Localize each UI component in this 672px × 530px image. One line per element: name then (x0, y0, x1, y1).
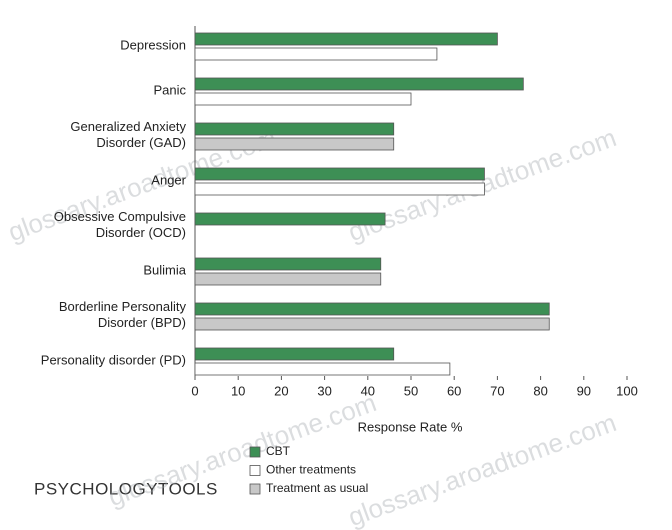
y-tick-label: Obsessive Compulsive Disorder (OCD) (54, 209, 186, 240)
x-tick-label: 30 (317, 383, 331, 398)
x-tick-label: 0 (191, 383, 198, 398)
legend-label: Treatment as usual (266, 481, 368, 495)
legend-label: Other treatments (266, 463, 356, 477)
bar (194, 362, 451, 376)
y-tick-label: Personality disorder (PD) (41, 352, 186, 367)
y-tick-label: Bulimia (143, 262, 186, 277)
legend: CBT Other treatments Treatment as usual (249, 444, 368, 495)
x-tick-label: 100 (616, 383, 638, 398)
bar (194, 257, 382, 271)
bar (194, 182, 485, 196)
bar (194, 212, 386, 226)
x-axis-label: Response Rate % (358, 419, 463, 434)
x-tick-label: 80 (533, 383, 547, 398)
bar (194, 317, 550, 331)
bar (194, 77, 524, 91)
bar (194, 137, 395, 151)
bar (194, 167, 485, 181)
bar (194, 272, 382, 286)
y-tick-label: Panic (153, 82, 186, 97)
y-tick-label: Anger (151, 172, 186, 187)
bar (194, 122, 395, 136)
x-tick-label: 60 (447, 383, 461, 398)
x-tick-label: 10 (231, 383, 245, 398)
bar (194, 47, 438, 61)
bar (194, 302, 550, 316)
logo: PSYCHOLOGYTOOLS (34, 479, 218, 498)
x-tick-label: 20 (274, 383, 288, 398)
y-tick-label: Borderline Personality Disorder (BPD) (59, 299, 187, 330)
y-tick-label: Depression (120, 37, 186, 52)
legend-swatch (249, 483, 261, 495)
bar (194, 32, 498, 46)
legend-label: CBT (266, 444, 291, 458)
x-tick-label: 90 (577, 383, 591, 398)
legend-swatch (249, 446, 261, 458)
x-tick-label: 70 (490, 383, 504, 398)
bar (194, 347, 395, 361)
legend-swatch (249, 465, 261, 476)
x-tick-label: 50 (404, 383, 418, 398)
x-tick-label: 40 (361, 383, 375, 398)
y-tick-label: Generalized Anxiety Disorder (GAD) (70, 119, 186, 150)
bar (194, 92, 412, 106)
